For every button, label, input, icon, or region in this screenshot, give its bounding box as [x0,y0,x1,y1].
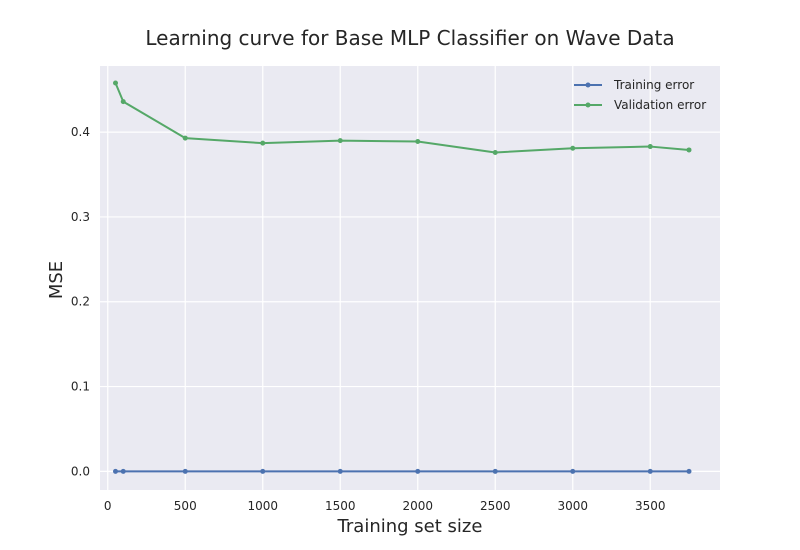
series-1-point [260,140,266,146]
legend: Training error Validation error [574,78,706,112]
series-line-1 [114,82,690,154]
series-1-point [113,80,118,86]
series-1-point [337,138,343,144]
x-tick-label: 3500 [635,499,666,513]
series-layer [113,80,692,474]
x-tick-label: 2500 [480,499,511,513]
series-1-point [570,145,576,151]
series-0-point [182,468,188,474]
series-1-point [182,135,188,141]
legend-training-marker [585,82,591,88]
y-tick-label: 0.3 [71,210,90,224]
chart-title: Learning curve for Base MLP Classifier o… [145,26,674,50]
x-axis-title: Training set size [337,516,483,537]
y-tick-label: 0.2 [71,295,90,309]
series-1-point [647,144,653,150]
series-0-point [492,468,498,474]
legend-validation-marker [585,102,591,108]
series-0-point [415,468,421,474]
x-tick-label: 0 [104,499,112,513]
series-0-point [260,468,266,474]
series-1-point [492,149,498,155]
series-0-point [120,468,126,474]
y-tick-label: 0.4 [71,125,90,139]
y-axis-ticks: 0.0 0.1 0.2 0.3 0.4 [71,125,90,478]
x-tick-label: 2000 [402,499,433,513]
series-0-point [570,468,576,474]
legend-training-label: Training error [613,78,694,92]
series-1-point [120,99,126,105]
y-tick-label: 0.1 [71,380,90,394]
x-tick-label: 3000 [557,499,588,513]
legend-validation-label: Validation error [614,98,706,112]
x-axis-ticks: 0 500 1000 1500 2000 2500 3000 3500 [104,499,666,513]
y-tick-label: 0.0 [71,464,90,478]
series-1-point [686,147,692,153]
series-0-point [647,468,653,474]
x-tick-label: 1500 [325,499,356,513]
series-1-point [415,138,421,144]
x-tick-label: 500 [174,499,197,513]
series-0-point [113,468,118,474]
series-0-point [686,468,692,474]
plot-area [100,66,720,490]
y-axis-title: MSE [46,261,67,299]
x-tick-label: 1000 [247,499,278,513]
series-0-point [337,468,343,474]
